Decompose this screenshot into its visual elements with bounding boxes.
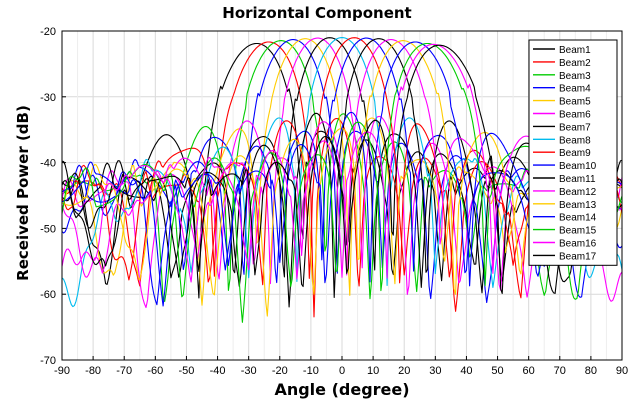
x-tick-label: 80 [585, 365, 597, 377]
legend-label-beam11: Beam11 [559, 174, 596, 185]
y-tick-label: -30 [40, 92, 56, 104]
legend-label-beam16: Beam16 [559, 239, 597, 250]
x-tick-label: -80 [85, 365, 101, 377]
chart-title: Horizontal Component [222, 4, 412, 22]
legend-label-beam17: Beam17 [559, 251, 597, 262]
x-tick-label: 60 [523, 365, 535, 377]
y-axis-label: Received Power (dB) [14, 105, 32, 281]
x-tick-label: 30 [429, 365, 441, 377]
x-tick-label: 40 [460, 365, 472, 377]
x-tick-label: -90 [54, 365, 70, 377]
legend-label-beam5: Beam5 [559, 97, 591, 108]
x-tick-label: -20 [272, 365, 288, 377]
x-tick-label: 0 [339, 365, 345, 377]
x-tick-label: -50 [178, 365, 194, 377]
x-tick-label: -30 [241, 365, 257, 377]
x-tick-label: 70 [554, 365, 566, 377]
y-tick-label: -70 [40, 355, 56, 367]
y-tick-label: -20 [40, 26, 56, 38]
x-tick-label: 50 [491, 365, 503, 377]
legend-label-beam15: Beam15 [559, 226, 597, 237]
x-tick-label: 20 [398, 365, 410, 377]
y-tick-label: -40 [40, 158, 56, 170]
x-tick-label: -40 [210, 365, 226, 377]
x-tick-label: -10 [303, 365, 319, 377]
legend-label-beam10: Beam10 [559, 161, 597, 172]
y-tick-label: -50 [40, 223, 56, 235]
legend-label-beam14: Beam14 [559, 213, 597, 224]
y-tick-label: -60 [40, 289, 56, 301]
legend-label-beam13: Beam13 [559, 200, 597, 211]
x-tick-label: -70 [116, 365, 132, 377]
legend-label-beam9: Beam9 [559, 148, 591, 159]
x-tick-label: 90 [616, 365, 628, 377]
legend-label-beam8: Beam8 [559, 135, 591, 146]
legend-label-beam4: Beam4 [559, 84, 591, 95]
x-axis-label: Angle (degree) [274, 380, 410, 399]
x-tick-label: -60 [147, 365, 163, 377]
x-tick-label: 10 [367, 365, 379, 377]
legend-label-beam6: Beam6 [559, 110, 591, 121]
legend-label-beam2: Beam2 [559, 58, 591, 69]
legend-label-beam12: Beam12 [559, 187, 597, 198]
legend-label-beam1: Beam1 [559, 45, 591, 56]
legend-label-beam3: Beam3 [559, 71, 591, 82]
legend-label-beam7: Beam7 [559, 122, 591, 133]
